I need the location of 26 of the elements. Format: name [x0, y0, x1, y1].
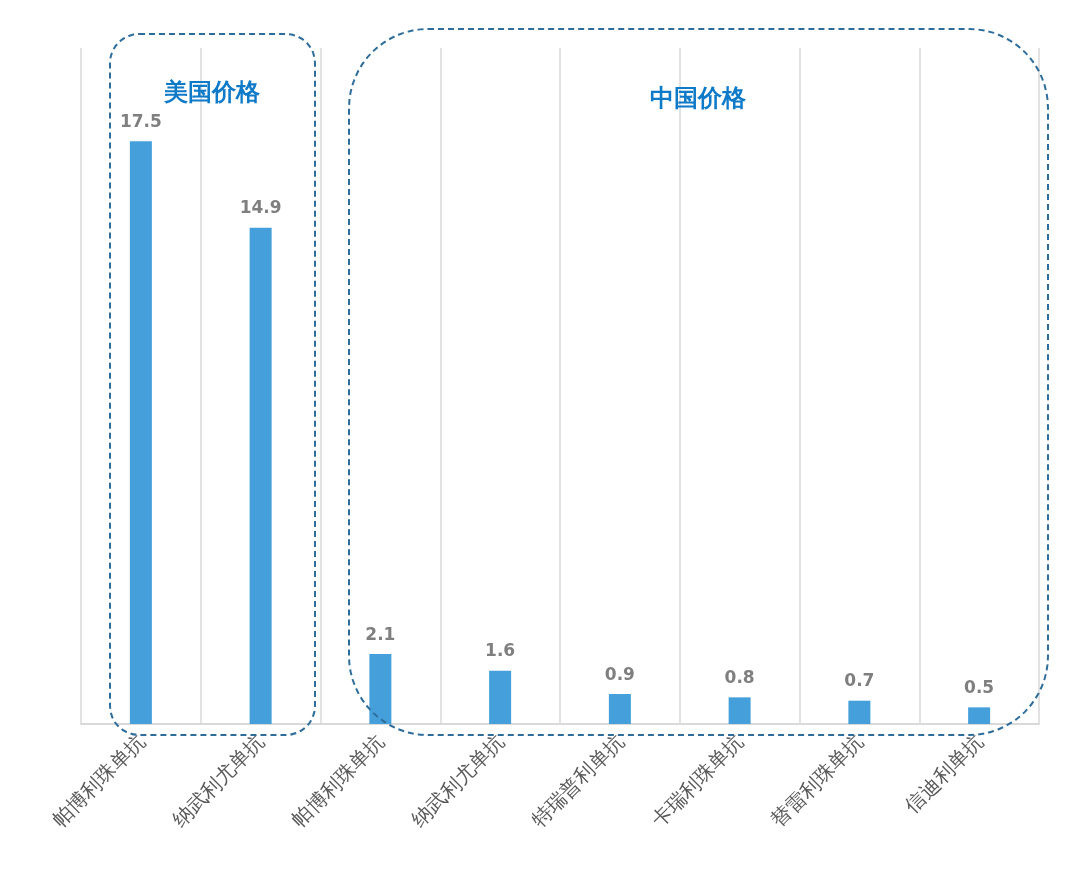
x-tick-label: 特瑞普利单抗 — [526, 729, 629, 832]
data-label: 14.9 — [239, 197, 282, 218]
x-tick-label: 帕博利珠单抗 — [47, 729, 150, 832]
bar — [848, 700, 871, 724]
x-tick-label: 替雷利珠单抗 — [766, 729, 868, 832]
data-label: 2.1 — [365, 623, 396, 644]
x-tick-label: 卡瑞利珠单抗 — [646, 729, 749, 832]
x-tick-label: 帕博利珠单抗 — [287, 729, 389, 832]
data-label: 0.8 — [724, 666, 755, 687]
text: 中国价格 — [649, 83, 748, 114]
bar — [968, 707, 991, 724]
bar — [728, 697, 751, 724]
x-tick-label: 纳武利尤单抗 — [406, 729, 509, 832]
bar — [249, 227, 272, 724]
data-label: 0.7 — [844, 670, 875, 691]
text: 美国价格 — [163, 77, 262, 108]
bar — [608, 694, 631, 724]
bar — [369, 654, 392, 724]
data-label: 0.5 — [964, 676, 995, 697]
bar — [129, 141, 152, 724]
data-label: 17.5 — [119, 110, 162, 131]
x-tick-label: 信迪利单抗 — [899, 729, 988, 818]
x-tick-label: 纳武利尤单抗 — [167, 729, 270, 832]
data-label: 1.6 — [485, 640, 516, 661]
data-label: 0.9 — [604, 663, 635, 684]
bar — [489, 670, 512, 724]
